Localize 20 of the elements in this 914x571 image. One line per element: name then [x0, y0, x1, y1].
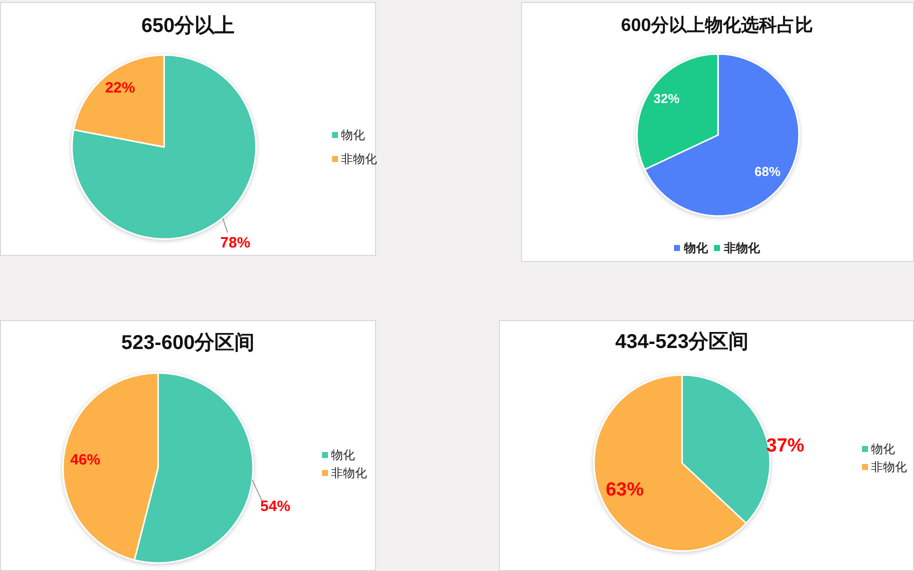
data-label: 37%	[766, 435, 804, 456]
data-label: 22%	[105, 79, 136, 96]
data-label: 63%	[606, 480, 644, 501]
legend-label: 非物化	[723, 241, 761, 255]
legend-label: 物化	[683, 241, 709, 255]
data-label: 32%	[653, 90, 680, 106]
legend-label: 物化	[871, 442, 895, 456]
legend-label: 非物化	[331, 466, 367, 480]
data-label: 54%	[260, 498, 290, 516]
legend-label: 非物化	[871, 460, 907, 474]
chart-title: 600分以上物化选科占比	[620, 15, 814, 35]
legend-label: 物化	[341, 128, 365, 142]
data-label: 78%	[220, 234, 250, 252]
chart-title: 434-523分区间	[615, 331, 749, 353]
legend-label: 物化	[331, 448, 355, 462]
legend-label: 非物化	[341, 152, 377, 166]
chart-title: 650分以上	[141, 15, 235, 37]
data-label: 46%	[70, 452, 100, 469]
data-label: 68%	[754, 164, 781, 180]
chart-title: 523-600分区间	[121, 332, 255, 354]
